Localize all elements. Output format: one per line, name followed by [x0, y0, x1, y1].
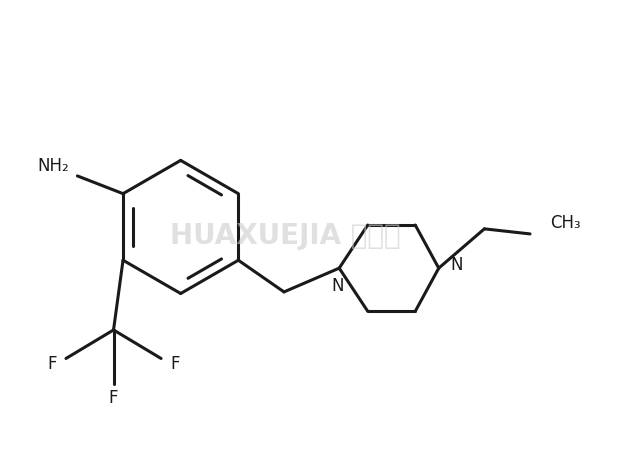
Text: CH₃: CH₃ [550, 213, 581, 232]
Text: F: F [109, 389, 119, 407]
Text: F: F [48, 355, 57, 373]
Text: F: F [171, 355, 180, 373]
Text: HUAXUEJIA 化学加: HUAXUEJIA 化学加 [170, 222, 401, 251]
Text: NH₂: NH₂ [37, 157, 69, 175]
Text: N: N [332, 277, 344, 295]
Text: N: N [450, 256, 463, 274]
